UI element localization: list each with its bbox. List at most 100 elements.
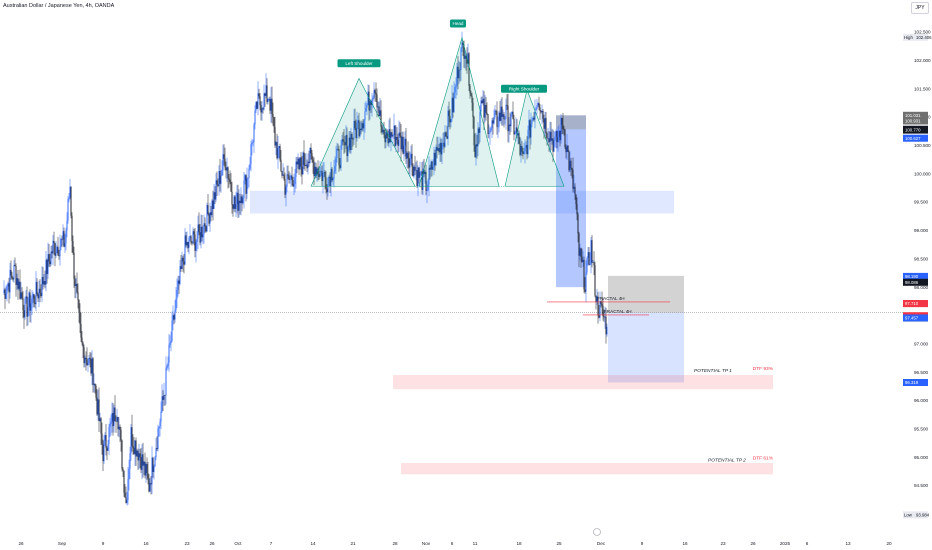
price-label-value: 100.931: [905, 119, 921, 124]
candle-body: [134, 440, 136, 455]
price-label-value: 96.319: [905, 380, 919, 385]
candle-body: [530, 123, 532, 138]
candle-body: [64, 243, 66, 247]
candle-body: [200, 226, 202, 243]
candle-body: [38, 288, 40, 299]
candle-body: [360, 128, 362, 131]
candle-body: [71, 215, 73, 241]
candle-body: [375, 92, 377, 95]
price-label-box: [903, 314, 928, 322]
candle-body: [185, 235, 187, 246]
candle-body: [58, 255, 60, 257]
candle-body: [606, 326, 608, 335]
candle-body: [163, 395, 165, 400]
candle-body: [450, 119, 452, 123]
candle-body: [177, 280, 179, 291]
candle-body: [262, 108, 264, 110]
candle-body: [238, 200, 240, 211]
candle-body: [150, 483, 152, 485]
candle-body: [193, 231, 195, 235]
candle-body: [379, 110, 381, 117]
candle-body: [563, 129, 565, 130]
candle-body: [448, 110, 450, 117]
candle-body: [333, 171, 335, 179]
candle-body: [572, 169, 574, 189]
candle-body: [254, 110, 256, 125]
candle-body: [368, 91, 370, 111]
price-label-tag: High: [904, 35, 913, 40]
sell-stop-zone: [556, 115, 586, 130]
pattern-label: Right Shoulder: [509, 86, 540, 91]
candle-body: [97, 399, 99, 415]
time-tick: 26: [209, 541, 215, 546]
candle-body: [184, 235, 186, 265]
candle-body: [444, 132, 446, 147]
candle-body: [358, 120, 360, 137]
candle-body: [144, 461, 146, 476]
price-tick: 95.000: [914, 455, 928, 460]
candle-body: [34, 302, 36, 305]
price-label-box: [903, 33, 928, 41]
candle-body: [7, 283, 9, 287]
candle-body: [70, 186, 72, 216]
candle-body: [181, 257, 183, 269]
candle-body: [166, 366, 168, 368]
candle-body: [491, 120, 493, 129]
candle-body: [533, 117, 535, 120]
price-tick: 96.000: [914, 398, 928, 403]
candle-body: [510, 114, 512, 127]
candle-body: [344, 142, 346, 146]
candle-body: [544, 117, 546, 129]
candle-body: [207, 204, 209, 214]
candle-body: [152, 457, 154, 472]
candle-body: [604, 316, 606, 318]
candle-body: [420, 171, 422, 173]
candle-body: [536, 104, 538, 109]
candle-body: [406, 152, 408, 159]
candle-body: [600, 301, 602, 304]
candle-body: [33, 294, 35, 303]
candle-body: [396, 136, 398, 140]
candle-body: [501, 106, 503, 117]
currency-selector[interactable]: JPY: [911, 2, 929, 14]
candle-body: [443, 142, 445, 147]
candle-body: [256, 101, 258, 109]
candle-body: [595, 295, 597, 303]
candle-body: [307, 161, 309, 169]
candle-body: [46, 259, 48, 274]
candles: [3, 31, 608, 506]
candle-body: [385, 131, 387, 143]
candle-body: [103, 440, 105, 462]
candle-body: [445, 132, 447, 137]
price-label-value: 93.984: [916, 513, 930, 518]
candle-body: [172, 315, 174, 321]
candle-body: [120, 429, 122, 441]
candle-body: [45, 259, 47, 285]
candle-body: [284, 178, 286, 195]
candle-body: [155, 448, 157, 458]
candle-body: [543, 118, 545, 129]
candle-body: [468, 53, 470, 86]
candle-body: [573, 186, 575, 189]
candle-body: [81, 337, 83, 343]
candle-body: [133, 447, 135, 455]
candle-body: [82, 342, 84, 348]
candle-body: [236, 192, 238, 205]
candle-body: [342, 139, 344, 142]
candle-body: [149, 483, 151, 492]
candle-body: [402, 136, 404, 154]
candle-body: [460, 48, 462, 70]
candle-body: [449, 116, 451, 123]
candle-body: [518, 133, 520, 144]
candle-body: [167, 362, 169, 367]
candle-body: [117, 416, 119, 430]
candle-body: [599, 301, 601, 318]
time-tick: 9: [641, 541, 644, 546]
candle-body: [335, 158, 337, 167]
candle-body: [257, 93, 259, 109]
candle-body: [569, 160, 571, 171]
candle-body: [407, 152, 409, 159]
candle-body: [12, 278, 14, 280]
candle-body: [68, 197, 70, 200]
